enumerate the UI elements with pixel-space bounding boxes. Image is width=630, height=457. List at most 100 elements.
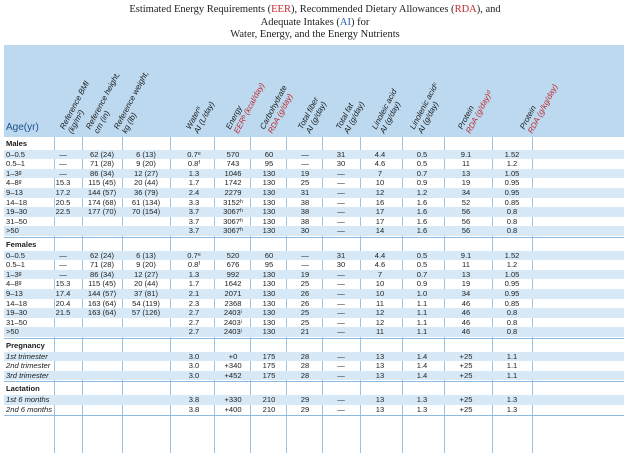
table-cell: 17 [375, 216, 385, 226]
table-cell: 37 (81) [133, 289, 159, 298]
table-cell: 12 [375, 308, 385, 318]
table-cell: 2.7 [188, 317, 200, 327]
table-cell: 38 [300, 216, 310, 226]
table-cell: 12 [375, 317, 385, 327]
table-cell: 86 (34) [89, 269, 115, 279]
table-cell: 1.05 [504, 269, 520, 279]
table-cell: 13 [461, 269, 471, 279]
table-cell: +452 [224, 370, 242, 380]
column-header-band: Age(yr) Reference BMI (kg/m²) Reference he… [4, 45, 624, 137]
table-cell: 30 [336, 260, 346, 270]
table-row: 19–30 22.5 177 (70) 70 (154) 3.7 3067ʰ 130 38 — 1… [4, 207, 624, 217]
row-label: 3rd trimester [6, 370, 49, 380]
table-cell: 25 [300, 178, 310, 188]
table-cell: 0.95 [504, 279, 520, 289]
table-cell: 0.85 [504, 298, 520, 308]
table-cell: 0.5 [416, 260, 428, 270]
table-cell: — [337, 207, 345, 217]
table-cell: 2.1 [188, 289, 200, 298]
row-label: 19–30 [6, 308, 28, 318]
table-cell: 19 [300, 269, 310, 279]
table-cell: — [337, 216, 345, 226]
table-cell: +25 [459, 370, 473, 380]
table-cell: — [59, 269, 67, 279]
table-cell: 1.6 [416, 216, 428, 226]
table-cell: 130 [262, 178, 276, 188]
table-cell: 13 [375, 404, 385, 414]
table-cell: — [337, 298, 345, 308]
table-row: 1–3ᵍ — 86 (34) 12 (27) 1.3 992 130 19 — 7 0.7 13 1.0… [4, 269, 624, 280]
table-cell: 46 [461, 317, 471, 327]
table-row: >50 3.7 3067ʰ 130 30 — 14 1.6 56 0.8 [4, 226, 624, 236]
table-cell: 61 (134) [131, 197, 161, 207]
table-row: 9–13 17.4 144 (57) 37 (81) 2.1 2071 130 26 — 10 1.… [4, 289, 624, 299]
table-cell: 2.7 [188, 308, 200, 318]
table-cell: 1.52 [504, 149, 520, 159]
table-cell: 4.6 [374, 260, 386, 270]
table-row: 31–50 3.7 3067ʰ 130 38 — 17 1.6 56 0.8 [4, 217, 624, 227]
table-cell: 71 (28) [89, 159, 115, 169]
table-cell: 570 [226, 149, 240, 159]
table-row: 0.5–1 — 71 (28) 9 (20) 0.8ᶠ 743 95 — 30 4.6 0.5 11 1… [4, 159, 624, 169]
table-cell: 38 [300, 207, 310, 217]
table-cell: 13 [375, 361, 385, 371]
table-cell: 144 (57) [87, 289, 117, 298]
table-cell: 1.3 [416, 395, 428, 404]
table-cell: 1.1 [506, 351, 518, 361]
row-label: 0–0.5 [6, 149, 26, 159]
table-cell: 210 [262, 395, 276, 404]
table-cell: 0.95 [504, 188, 520, 197]
table-cell: 2071 [224, 289, 242, 298]
table-cell: 0.8ᶠ [187, 260, 201, 270]
table-cell: — [337, 327, 345, 337]
table-cell: 26 [300, 289, 310, 298]
table-cell: 2368 [224, 298, 242, 308]
table-cell: 19 [300, 168, 310, 178]
table-cell: 20.5 [55, 197, 71, 207]
table-cell: 210 [262, 404, 276, 414]
table-cell: 25 [300, 308, 310, 318]
table-cell: 1.1 [416, 298, 428, 308]
table-cell: 17 [375, 207, 385, 217]
table-cell: 28 [300, 361, 310, 371]
table-cell: 130 [262, 269, 276, 279]
table-cell: 163 (64) [87, 298, 117, 308]
table-row: 1–3ᵍ — 86 (34) 12 (27) 1.3 1046 130 19 — 7 0.7 13 1.… [4, 168, 624, 179]
table-cell: — [59, 168, 67, 178]
row-label: 0.5–1 [6, 260, 26, 270]
table-cell: 9 (20) [136, 260, 156, 270]
table-cell: 31 [336, 149, 346, 159]
row-label: 14–18 [6, 197, 28, 207]
table-cell: 3.8 [188, 395, 200, 404]
table-cell: 1.3 [416, 404, 428, 414]
table-cell: 12 (27) [133, 168, 159, 178]
row-label: 19–30 [6, 207, 28, 217]
table-cell: 3067ʰ [223, 216, 243, 226]
table-cell: 4.6 [374, 159, 386, 169]
table-cell: — [337, 279, 345, 289]
table-cell: 6 (13) [136, 149, 156, 159]
section-divider [4, 237, 624, 238]
table-cell: 86 (34) [89, 168, 115, 178]
table-cell: — [337, 178, 345, 188]
table-cell: 3.0 [188, 370, 200, 380]
table-cell: 29 [300, 404, 310, 414]
row-label: 9–13 [6, 289, 23, 298]
table-cell: 1.52 [504, 250, 520, 260]
table-cell: 71 (28) [89, 260, 115, 270]
table-cell: 520 [226, 250, 240, 260]
table-cell: 11 [462, 159, 470, 169]
table-cell: +0 [228, 351, 238, 361]
table-cell: 34 [461, 188, 471, 197]
table-cell: 31 [336, 250, 346, 260]
table-cell: 52 [461, 197, 471, 207]
title-line-2: Adequate Intakes (AI) for [260, 16, 370, 28]
table-cell: 115 (45) [88, 178, 116, 188]
table-cell: 177 (70) [87, 207, 117, 217]
column-header-label: Protein RDA (g/kg/day) [518, 79, 559, 135]
row-label: 2nd 6 months [6, 404, 53, 414]
table-cell: 0.85 [504, 197, 520, 207]
table-cell: 0.7 [416, 269, 428, 279]
table-cell: 1.3 [188, 168, 200, 178]
table-cell: 13 [375, 351, 385, 361]
